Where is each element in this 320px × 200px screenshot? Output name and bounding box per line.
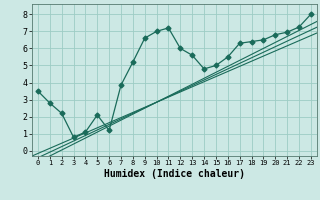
X-axis label: Humidex (Indice chaleur): Humidex (Indice chaleur) [104,169,245,179]
